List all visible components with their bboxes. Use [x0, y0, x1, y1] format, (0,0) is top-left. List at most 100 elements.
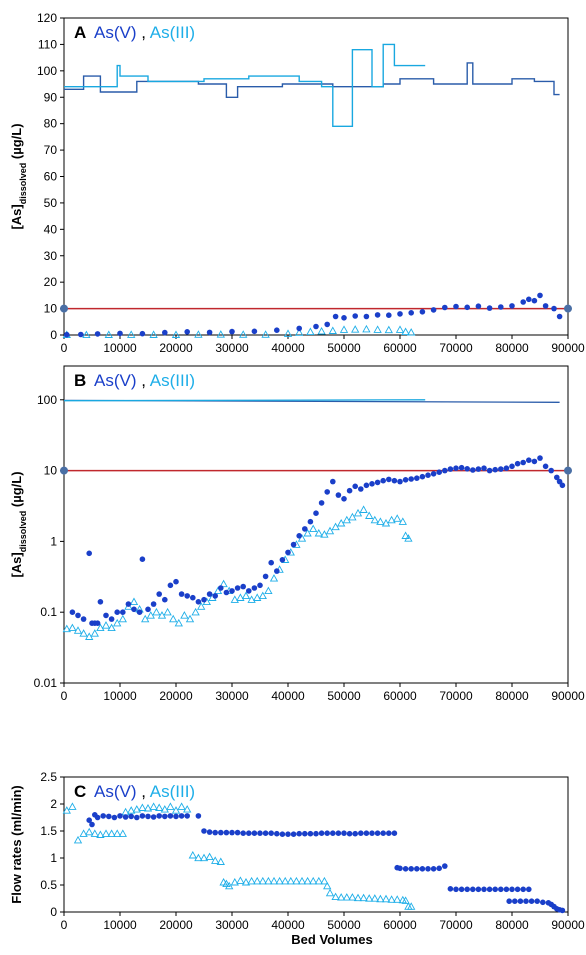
- point-asv-effluent: [117, 330, 123, 337]
- point-asv: [246, 588, 252, 594]
- point-asv-flow: [514, 886, 521, 893]
- point-asv-effluent: [313, 323, 319, 330]
- point-asiii-flow: [236, 876, 245, 884]
- point-asiii-flow: [325, 888, 335, 897]
- limit-marker-right: [564, 466, 572, 475]
- y-tick-label: 1.5: [40, 824, 57, 838]
- point-asv: [369, 481, 375, 487]
- point-asiii-flow: [166, 802, 175, 810]
- x-tick-label: 60000: [383, 689, 417, 703]
- point-asv: [464, 466, 471, 472]
- point-asv-effluent: [386, 312, 392, 319]
- point-asiii-flow: [253, 876, 262, 885]
- point-asv: [408, 476, 415, 482]
- point-asv: [442, 467, 448, 474]
- point-asv: [131, 606, 137, 613]
- point-asv-flow: [397, 865, 403, 872]
- x-tick-label: 90000: [551, 689, 585, 703]
- legend-asiii: As(III): [150, 782, 195, 801]
- x-tick-label: 60000: [383, 341, 417, 355]
- point-asv-effluent: [324, 321, 331, 328]
- point-asiii-flow: [376, 894, 385, 903]
- y-tick-label: 2.5: [40, 770, 57, 784]
- point-asv-flow: [352, 830, 359, 837]
- point-asiii-flow: [359, 893, 368, 902]
- point-asv-flow: [419, 866, 426, 872]
- point-asv-flow: [302, 830, 308, 837]
- y-tick-label: 90: [44, 90, 58, 104]
- limit-marker-left: [60, 304, 68, 313]
- point-asiii-effluent: [283, 329, 293, 337]
- point-asiii: [241, 591, 251, 600]
- point-asiii: [325, 526, 335, 535]
- point-asv: [162, 596, 168, 603]
- point-asiii: [331, 522, 340, 531]
- point-asv-flow: [528, 898, 535, 904]
- point-asv: [97, 599, 104, 605]
- point-asv: [509, 463, 515, 470]
- point-asv-flow: [257, 830, 263, 836]
- x-tick-label: 50000: [327, 341, 361, 355]
- point-asiii-flow: [222, 879, 231, 888]
- point-asv-effluent: [419, 309, 426, 315]
- point-asv: [419, 473, 426, 480]
- point-asiii: [236, 593, 245, 601]
- point-asiii-flow: [79, 829, 88, 837]
- point-asiii-flow: [85, 827, 94, 836]
- point-asv: [324, 489, 331, 495]
- point-asiii-flow: [143, 803, 153, 812]
- point-asv-effluent: [296, 325, 303, 332]
- point-asv-flow: [150, 814, 157, 820]
- point-asiii: [96, 623, 105, 632]
- point-asv: [341, 496, 347, 502]
- panel-label: B: [74, 371, 86, 390]
- point-asiii: [309, 524, 318, 533]
- point-asv: [436, 469, 443, 476]
- point-asv-flow: [162, 813, 168, 820]
- y-tick-label: 10: [44, 464, 58, 478]
- limit-marker-right: [564, 304, 572, 313]
- point-asv-flow: [380, 830, 387, 836]
- point-asv: [218, 585, 224, 591]
- point-asv: [307, 518, 314, 525]
- point-asv: [234, 585, 241, 591]
- point-asv-effluent: [526, 296, 532, 303]
- point-asv-flow: [307, 830, 314, 837]
- point-asv-effluent: [363, 313, 370, 320]
- point-asiii-effluent: [362, 324, 371, 333]
- point-asv-effluent: [184, 329, 190, 335]
- point-asiii-flow: [96, 830, 105, 838]
- point-asiii-effluent: [328, 326, 337, 334]
- point-asv-flow: [240, 830, 246, 836]
- point-asiii-flow: [297, 876, 307, 885]
- y-tick-label: 0: [50, 905, 57, 919]
- point-asv-effluent: [78, 331, 84, 338]
- x-tick-label: 20000: [159, 918, 193, 932]
- point-asv-flow: [117, 813, 123, 819]
- point-asiii-flow: [225, 881, 234, 890]
- point-asiii-flow: [281, 876, 290, 885]
- y-tick-label: 100: [37, 64, 57, 78]
- point-asv: [492, 466, 499, 473]
- point-asiii: [191, 607, 200, 616]
- y-tick-label: 100: [37, 393, 57, 407]
- point-asiii: [401, 531, 410, 539]
- point-asv-flow: [279, 831, 286, 837]
- point-asv: [414, 475, 420, 482]
- y-tick-label: 20: [44, 275, 58, 289]
- point-asv: [453, 465, 459, 472]
- point-asiii-effluent: [401, 327, 410, 336]
- point-asiii-flow: [353, 893, 363, 902]
- point-asv-effluent: [475, 303, 482, 310]
- point-asv-flow: [470, 886, 476, 893]
- point-asv: [486, 467, 493, 474]
- point-asv-flow: [540, 899, 546, 906]
- legend-sep: ,: [141, 23, 150, 42]
- point-asv: [503, 465, 510, 472]
- point-asv: [358, 486, 364, 492]
- point-asiii-flow: [337, 893, 346, 901]
- point-asiii-flow: [118, 829, 127, 837]
- point-asv: [150, 601, 157, 607]
- x-tick-label: 40000: [271, 918, 305, 932]
- point-asv-flow: [358, 830, 364, 836]
